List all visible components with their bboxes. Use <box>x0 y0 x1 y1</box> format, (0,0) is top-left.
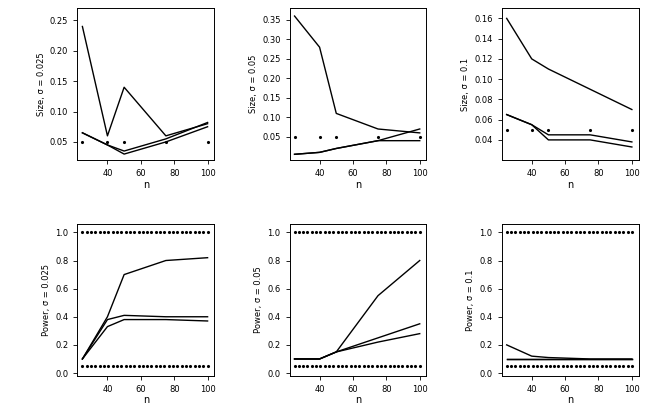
X-axis label: n: n <box>567 180 573 190</box>
X-axis label: n: n <box>143 180 149 190</box>
Y-axis label: Power, σ = 0.1: Power, σ = 0.1 <box>466 269 475 331</box>
X-axis label: n: n <box>355 180 361 190</box>
Y-axis label: Power, σ = 0.05: Power, σ = 0.05 <box>254 266 263 333</box>
Y-axis label: Size, σ = 0.1: Size, σ = 0.1 <box>461 58 470 111</box>
Y-axis label: Size, σ = 0.025: Size, σ = 0.025 <box>37 52 46 116</box>
Y-axis label: Power, σ = 0.025: Power, σ = 0.025 <box>42 264 51 336</box>
Y-axis label: Size, σ = 0.05: Size, σ = 0.05 <box>249 55 258 114</box>
X-axis label: n: n <box>567 395 573 405</box>
X-axis label: n: n <box>355 395 361 405</box>
X-axis label: n: n <box>143 395 149 405</box>
